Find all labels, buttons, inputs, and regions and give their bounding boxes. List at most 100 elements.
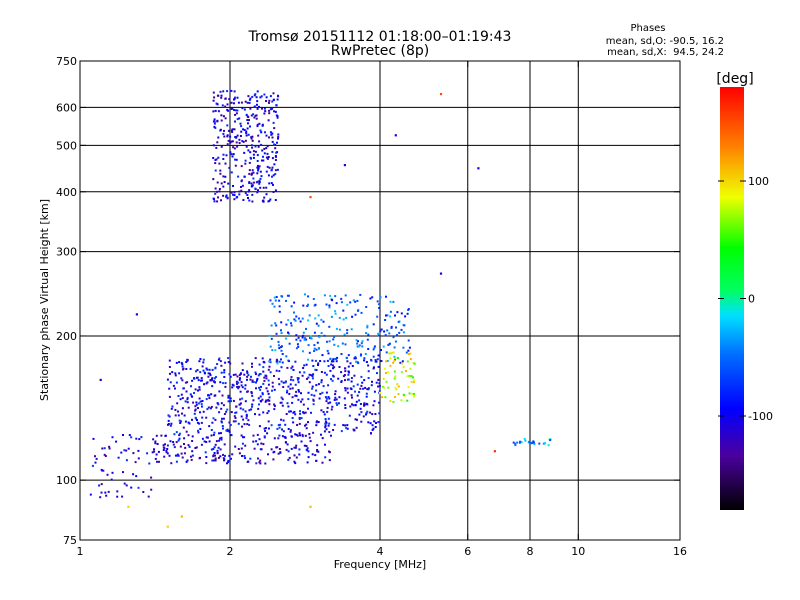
- data-point: [363, 359, 366, 362]
- data-point: [240, 189, 243, 192]
- data-point-outlier: [493, 450, 496, 453]
- data-point: [195, 446, 198, 449]
- x-tick-label: 16: [673, 545, 687, 558]
- data-point: [222, 153, 225, 156]
- data-point: [388, 352, 391, 355]
- data-point: [198, 388, 201, 391]
- data-point: [216, 103, 219, 106]
- data-point: [237, 381, 240, 384]
- data-point: [229, 375, 232, 378]
- data-point: [207, 372, 210, 375]
- data-point: [254, 371, 257, 374]
- data-point: [395, 388, 398, 391]
- data-point: [406, 360, 409, 363]
- data-point: [361, 340, 364, 343]
- data-point: [227, 461, 230, 464]
- data-point: [360, 311, 363, 314]
- data-point: [380, 349, 382, 351]
- data-point: [308, 314, 311, 317]
- data-point: [258, 140, 261, 143]
- data-point: [275, 358, 278, 361]
- data-point: [179, 420, 182, 423]
- data-point: [342, 318, 345, 321]
- data-point: [199, 371, 202, 374]
- data-point: [352, 404, 355, 407]
- data-point: [222, 382, 225, 385]
- data-point: [247, 460, 250, 463]
- data-point: [235, 136, 238, 139]
- data-point: [258, 182, 261, 185]
- data-point: [301, 317, 304, 320]
- data-point-outlier: [309, 505, 312, 508]
- data-point: [325, 303, 328, 306]
- data-point: [314, 317, 317, 320]
- data-point: [214, 187, 217, 190]
- data-point: [187, 434, 190, 437]
- data-point: [127, 447, 130, 450]
- data-point: [266, 165, 269, 168]
- data-point: [202, 369, 205, 372]
- data-point: [360, 384, 363, 387]
- data-point: [174, 372, 177, 375]
- data-point: [191, 454, 194, 457]
- data-point: [401, 360, 404, 363]
- data-point: [142, 491, 145, 493]
- data-point: [257, 168, 260, 171]
- data-point: [290, 305, 293, 308]
- data-point: [363, 403, 366, 406]
- data-point: [220, 145, 223, 148]
- data-point: [216, 120, 219, 123]
- data-point: [321, 437, 324, 440]
- data-point: [375, 422, 377, 424]
- data-point: [307, 358, 309, 361]
- data-point: [316, 444, 319, 447]
- data-point: [320, 433, 322, 436]
- data-point: [345, 357, 348, 359]
- data-point: [290, 447, 293, 450]
- data-point: [252, 113, 255, 116]
- data-point: [324, 426, 327, 429]
- data-point: [279, 423, 282, 426]
- data-point: [359, 387, 362, 390]
- data-point: [315, 369, 318, 371]
- data-point: [270, 182, 273, 185]
- data-point: [243, 175, 246, 178]
- chart-title: Tromsø 20151112 01:18:00–01:19:43: [248, 29, 512, 45]
- data-point: [382, 385, 384, 388]
- data-point: [164, 443, 166, 446]
- data-point: [216, 141, 219, 144]
- data-point: [132, 452, 135, 455]
- data-point: [285, 337, 287, 340]
- data-point: [208, 372, 211, 375]
- data-point: [325, 400, 328, 403]
- data-point: [166, 448, 169, 450]
- data-point: [332, 375, 335, 378]
- data-point: [256, 125, 259, 128]
- data-point: [239, 407, 242, 410]
- data-point: [322, 320, 325, 323]
- data-point: [199, 358, 202, 360]
- data-point: [132, 473, 135, 476]
- data-point: [400, 362, 403, 365]
- data-point: [271, 132, 274, 135]
- data-point: [234, 420, 237, 423]
- data-point: [408, 374, 411, 377]
- data-point: [346, 329, 349, 332]
- data-point: [311, 385, 314, 388]
- data-point: [202, 358, 205, 361]
- data-point: [389, 400, 392, 402]
- data-point: [245, 417, 248, 420]
- data-point: [409, 358, 412, 360]
- data-point: [201, 400, 204, 402]
- data-point: [181, 456, 184, 459]
- data-point: [218, 162, 221, 165]
- data-point: [307, 456, 310, 459]
- data-point: [366, 338, 369, 341]
- data-point: [190, 385, 192, 388]
- data-point: [265, 170, 268, 173]
- data-point: [259, 186, 262, 189]
- data-point: [300, 400, 302, 403]
- data-point: [267, 119, 270, 122]
- data-point: [222, 158, 225, 160]
- data-point: [211, 421, 214, 424]
